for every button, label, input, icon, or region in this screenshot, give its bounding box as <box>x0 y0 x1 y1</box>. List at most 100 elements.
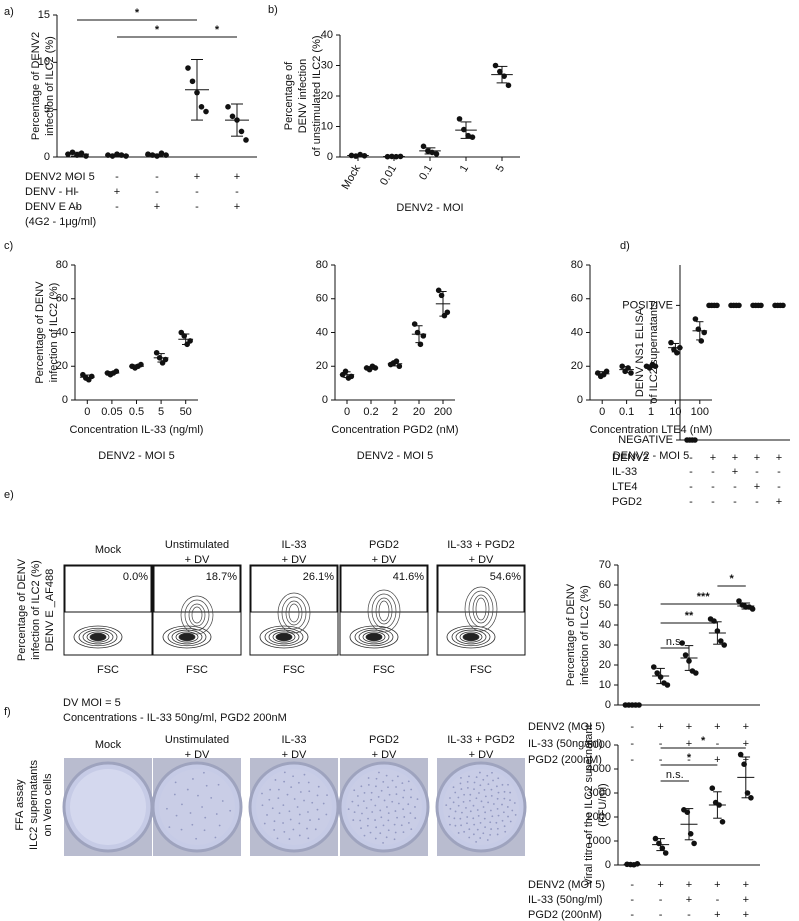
y-tick-label: 0 <box>327 151 333 163</box>
focus <box>365 807 368 809</box>
focus <box>513 802 516 804</box>
ffa-title: + DV <box>185 749 210 761</box>
panel-label: e) <box>4 489 14 501</box>
condition-sign: - <box>716 894 720 906</box>
focus <box>460 776 462 779</box>
significance-label: * <box>687 752 692 764</box>
data-point <box>181 333 188 339</box>
data-point <box>417 341 424 348</box>
panel-label: d) <box>620 240 630 252</box>
focus <box>396 816 398 819</box>
data-point <box>714 628 721 634</box>
focus <box>449 823 451 826</box>
focus <box>403 816 406 818</box>
focus <box>322 802 325 805</box>
focus <box>462 800 465 803</box>
focus <box>473 788 475 790</box>
flow-x-label: FSC <box>283 664 305 676</box>
panel-label: b) <box>268 4 278 16</box>
data-point <box>456 116 463 122</box>
data-point <box>469 134 476 140</box>
focus <box>370 791 373 794</box>
contour <box>349 625 399 649</box>
focus <box>489 833 492 836</box>
x-tick-label: 0.1 <box>619 406 634 418</box>
focus <box>468 836 471 839</box>
focus <box>495 821 498 824</box>
data-point <box>603 368 610 375</box>
data-point <box>114 151 120 157</box>
focus <box>407 803 410 806</box>
condition-sign: + <box>686 879 692 891</box>
focus <box>292 775 294 778</box>
contour <box>459 631 483 643</box>
focus <box>487 783 490 786</box>
focus <box>307 837 310 840</box>
focus <box>288 838 291 840</box>
focus <box>476 809 479 811</box>
contour <box>462 632 480 642</box>
x-tick-label: 10 <box>669 406 681 418</box>
focus <box>469 810 472 813</box>
y-axis-label: infection of ILC2 (%) <box>579 585 591 685</box>
condition-sign: - <box>115 171 119 183</box>
condition-sign: - <box>733 481 737 493</box>
focus <box>277 788 280 791</box>
focus <box>449 807 452 810</box>
x-tick-label: 2 <box>392 406 398 418</box>
data-point <box>709 785 716 791</box>
focus <box>387 786 389 789</box>
focus <box>273 820 276 823</box>
focus <box>397 802 400 805</box>
condition-sign: - <box>630 879 634 891</box>
data-point <box>78 150 85 157</box>
flow-gate <box>437 565 525 613</box>
data-point <box>711 618 717 624</box>
data-point <box>396 363 403 370</box>
focus <box>394 831 397 834</box>
focus <box>314 828 317 831</box>
significance-label: * <box>155 24 160 36</box>
focus <box>173 793 176 796</box>
focus <box>501 783 504 786</box>
focus <box>496 797 499 800</box>
focus <box>347 808 350 811</box>
condition-sign: - <box>711 481 715 493</box>
flow-x-label: FSC <box>373 664 395 676</box>
data-point <box>701 329 707 336</box>
focus <box>180 828 183 831</box>
focus <box>509 799 511 802</box>
focus <box>484 795 487 798</box>
condition-sign: + <box>743 879 749 891</box>
condition-sign: + <box>194 171 200 183</box>
focus <box>292 828 295 831</box>
focus <box>288 810 291 813</box>
contour <box>178 632 196 642</box>
focus <box>269 788 272 791</box>
data-point <box>384 153 391 160</box>
contour <box>281 596 307 630</box>
focus <box>317 818 320 821</box>
focus <box>316 794 319 797</box>
x-tick-label: 5 <box>494 163 507 174</box>
condition-sign: + <box>714 721 720 733</box>
condition-sign: - <box>689 452 693 464</box>
condition-sign: + <box>714 909 720 921</box>
data-point <box>657 674 664 680</box>
condition-sign: - <box>716 738 720 750</box>
y-axis-label: Percentage of DENV <box>34 281 46 384</box>
flow-y-label: infection of ILC2 (%) <box>30 560 42 660</box>
condition-sign: + <box>743 738 749 750</box>
significance-label: n.s. <box>666 769 684 781</box>
data-point <box>372 365 379 371</box>
data-point <box>162 356 169 363</box>
y-tick-label: 5000 <box>587 739 611 751</box>
data-point <box>435 287 442 294</box>
focus <box>191 823 194 826</box>
contour <box>285 600 303 626</box>
flow-plot <box>152 564 242 656</box>
focus <box>489 821 492 824</box>
flow-title: + DV <box>469 554 494 566</box>
data-point <box>411 321 418 327</box>
y-tick-label: 3000 <box>587 787 611 799</box>
